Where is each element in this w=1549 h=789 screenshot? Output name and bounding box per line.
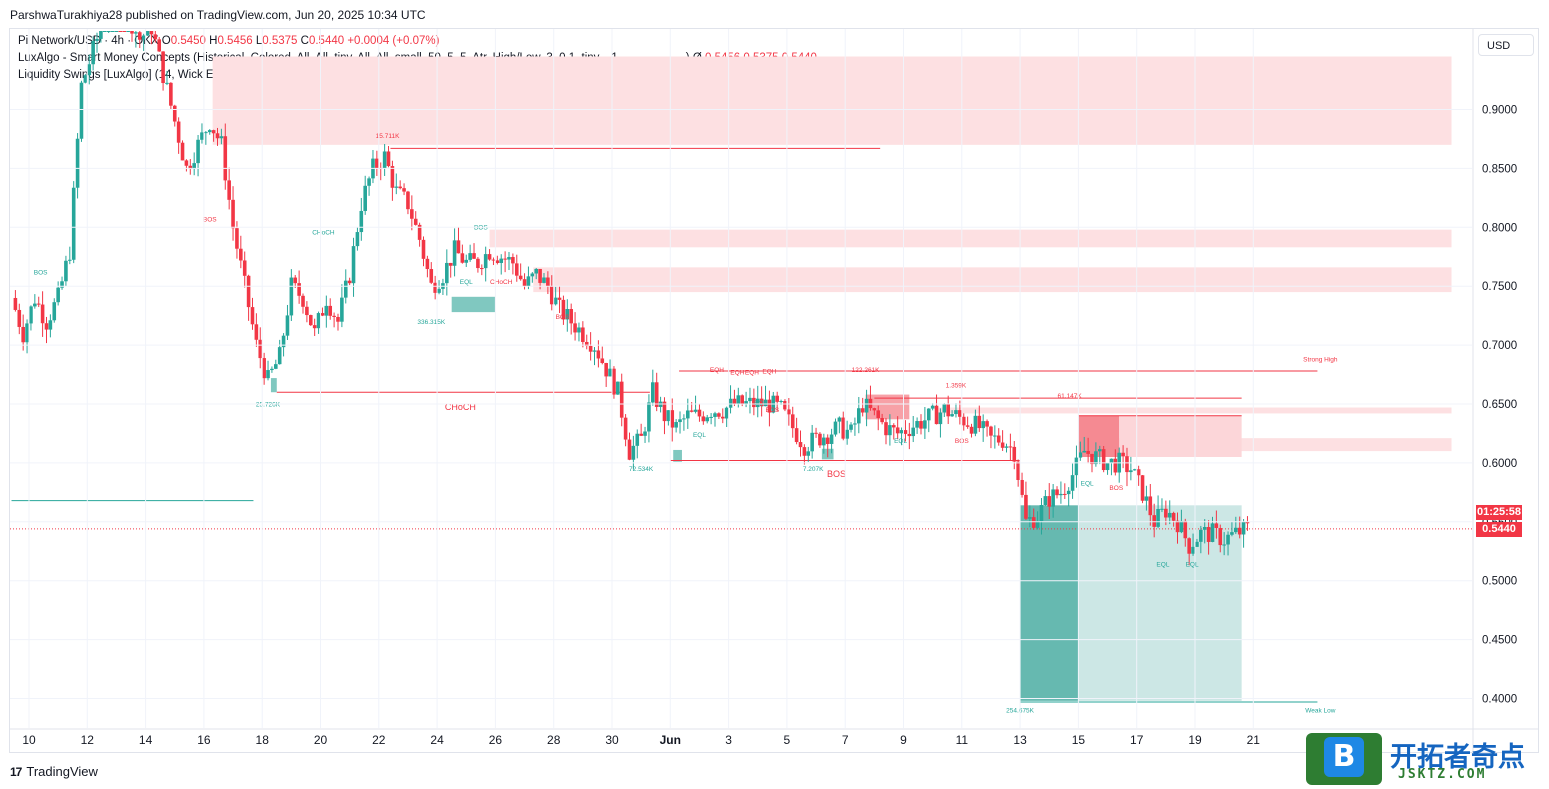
open-label: O <box>161 35 171 47</box>
low-label: L <box>255 35 263 47</box>
countdown-tag: 01:25:58 <box>1476 505 1522 520</box>
watermark: B 开拓者奇点 JSKTZ.COM <box>1306 733 1544 785</box>
last-price-tag: 0.5440 <box>1476 522 1522 537</box>
low-value: 0.5375 <box>262 35 298 47</box>
indicator-liquidity-name: Liquidity Swings [LuxAlgo] (14, Wick Ext… <box>18 69 347 81</box>
close-value: 0.5440 <box>308 35 345 47</box>
high-value: 0.5456 <box>217 35 253 47</box>
watermark-subtitle: JSKTZ.COM <box>1398 767 1487 782</box>
tradingview-logo[interactable]: 17 TradingView <box>10 764 98 779</box>
indicator-smc-symbol: Ø <box>692 52 702 64</box>
publisher-line: ParshwaTurakhiya28 published on TradingV… <box>10 8 426 22</box>
watermark-letter: B <box>1324 737 1364 777</box>
tradingview-mark-icon: 17 <box>10 764 22 779</box>
legend-indicator-smc[interactable]: LuxAlgo - Smart Money Concepts (Historic… <box>18 52 817 64</box>
indicator-smc-name: LuxAlgo - Smart Money Concepts (Historic… <box>18 52 690 64</box>
watermark-title: 开拓者奇点 <box>1390 742 1525 773</box>
tradingview-brand: TradingView <box>26 764 98 779</box>
indicator-smc-values: 0.5456 0.5375 0.5440 <box>705 52 817 64</box>
legend-ohlc: Pi Network/USD · 4h · OKX O0.5450 H0.545… <box>18 35 439 47</box>
open-value: 0.5450 <box>170 35 206 47</box>
currency-button[interactable]: USD <box>1478 34 1534 56</box>
legend-indicator-liquidity[interactable]: Liquidity Swings [LuxAlgo] (14, Wick Ext… <box>18 69 347 81</box>
close-label: C <box>300 35 309 47</box>
change-value: +0.0004 (+0.07%) <box>347 35 440 47</box>
symbol-label[interactable]: Pi Network/USD · 4h · OKX <box>18 35 159 47</box>
chart-frame <box>9 28 1539 753</box>
high-label: H <box>209 35 218 47</box>
